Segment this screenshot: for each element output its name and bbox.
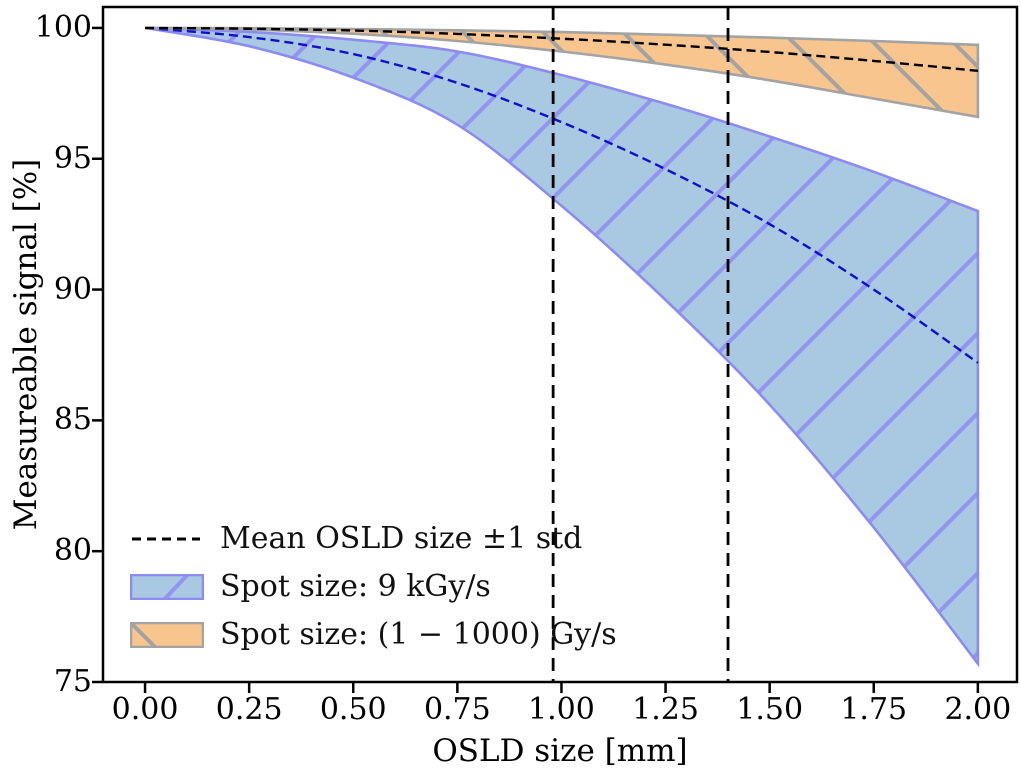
- x-tick-label: 1.50: [736, 692, 804, 727]
- y-tick-label: 75: [53, 664, 92, 699]
- x-tick-label: 0.75: [423, 692, 491, 727]
- legend-item-mean-osld-size: Mean OSLD size ±1 std: [130, 521, 617, 556]
- x-tick-label: 1.75: [840, 692, 908, 727]
- y-tick-label: 100: [34, 9, 92, 45]
- legend: Mean OSLD size ±1 std Spot size: 9 kGy/s: [130, 521, 617, 652]
- x-tick-label: 1.00: [528, 692, 595, 727]
- y-axis-label: Measureable signal [%]: [8, 158, 44, 531]
- x-tick-label: 0.50: [319, 692, 387, 727]
- x-tick-label: 0.00: [111, 692, 179, 727]
- axes-box: [101, 5, 1019, 684]
- legend-item-spot-size-9kgys: Spot size: 9 kGy/s: [130, 569, 617, 604]
- x-tick-label: 0.25: [215, 692, 283, 727]
- legend-label-spot-size-1-1000gys: Spot size: (1 − 1000) Gy/s: [220, 617, 617, 652]
- x-tick-label: 1.25: [632, 692, 699, 727]
- y-tick-label: 80: [53, 533, 92, 569]
- y-tick-label: 95: [53, 140, 92, 176]
- y-tick-label: 90: [53, 271, 92, 307]
- dashed-line-swatch-icon: [130, 526, 204, 552]
- band-mean-line-0: [144, 26, 979, 364]
- x-axis-label: OSLD size [mm]: [432, 733, 688, 769]
- orange-hatched-patch-icon: [130, 621, 204, 648]
- x-tick-label: 2.00: [944, 692, 1012, 727]
- y-tick-label: 85: [53, 402, 92, 438]
- blue-hatched-patch-icon: [130, 573, 204, 600]
- legend-item-spot-size-1-1000gys: Spot size: (1 − 1000) Gy/s: [130, 617, 617, 652]
- legend-label-mean-osld-size: Mean OSLD size ±1 std: [220, 521, 583, 556]
- legend-label-spot-size-9kgys: Spot size: 9 kGy/s: [220, 569, 491, 604]
